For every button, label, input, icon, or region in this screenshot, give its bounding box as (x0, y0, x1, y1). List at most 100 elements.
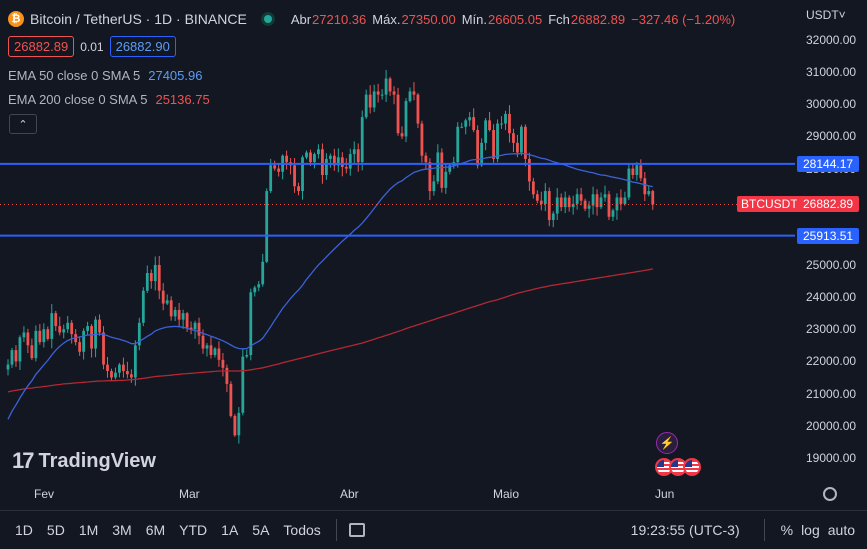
candle-body (189, 327, 193, 330)
candle-body (249, 292, 253, 355)
ohlc-close-label: Fch (548, 11, 570, 27)
price-chart[interactable] (0, 0, 867, 510)
candle-body (285, 155, 288, 163)
candle-body (352, 149, 356, 155)
indicator-ema200[interactable]: EMA 200 close 0 SMA 5 25136.75 (8, 92, 210, 107)
candle-body (464, 120, 468, 127)
gear-icon[interactable] (823, 487, 837, 501)
candle-body (141, 290, 145, 323)
range-5a[interactable]: 5A (252, 522, 270, 538)
percent-toggle[interactable]: % (780, 522, 794, 538)
candle-body (472, 117, 476, 130)
candle-body (619, 197, 623, 204)
candle-body (181, 313, 185, 320)
ohlc-open-label: Abr (290, 11, 312, 27)
candle-body (106, 364, 109, 372)
candle-body (253, 287, 257, 293)
candle-body (102, 332, 105, 365)
candle-body (500, 123, 503, 125)
candle-body (344, 166, 348, 169)
buy-price-button[interactable]: 26882.90 (109, 36, 176, 57)
candle-body (408, 91, 412, 102)
candle-body (42, 329, 46, 343)
range-1d[interactable]: 1D (15, 522, 33, 538)
range-ytd[interactable]: YTD (179, 522, 208, 538)
range-1a[interactable]: 1A (221, 522, 239, 538)
candle-body (595, 194, 599, 208)
range-6m[interactable]: 6M (145, 522, 166, 538)
candle-body (368, 94, 372, 108)
candle-body (623, 197, 627, 204)
range-all[interactable]: Todos (283, 522, 321, 538)
collapse-indicators-button[interactable]: ⌃ (9, 114, 37, 134)
candle-body (555, 197, 559, 214)
indicator-ema50[interactable]: EMA 50 close 0 SMA 5 27405.96 (8, 68, 202, 83)
candle-body (360, 117, 364, 163)
candle-body (579, 194, 583, 201)
sell-price-button[interactable]: 26882.89 (8, 36, 75, 57)
y-axis-label: 32000.00 (806, 33, 857, 47)
candle-body (388, 78, 392, 92)
clock[interactable]: 19:23:55 (UTC-3) (630, 522, 740, 538)
y-axis-label: 24000.00 (806, 290, 857, 305)
candle-body (133, 345, 137, 378)
lightning-icon[interactable]: ⚡ (656, 432, 678, 454)
candle-body (30, 345, 34, 359)
candle-body (261, 261, 265, 285)
candle-body (559, 197, 563, 208)
candle-body (356, 149, 360, 163)
candle-body (591, 194, 595, 206)
candle-body (611, 210, 615, 217)
x-axis-label: Maio (493, 487, 520, 501)
symbol-title[interactable]: Bitcoin / TetherUS · 1D · BINANCE (30, 11, 247, 27)
candle-body (54, 313, 58, 327)
bottom-toolbar: 1D 5D 1M 3M 6M YTD 1A 5A Todos 19:23:55 … (0, 510, 867, 549)
candle-body (86, 326, 89, 331)
candle-body (265, 191, 269, 262)
candle-body (18, 337, 22, 362)
candle-body (460, 126, 464, 128)
candle-body (607, 194, 611, 217)
y-axis-label: 22000.00 (806, 354, 857, 369)
indicator-ema200-value: 25136.75 (155, 92, 210, 107)
y-axis-label: 19000.00 (806, 450, 857, 465)
x-axis-label: Abr (340, 487, 359, 501)
candle-body (225, 367, 229, 384)
candle-body (416, 94, 420, 124)
currency-selector[interactable]: USDT˅ (806, 8, 846, 22)
candle-body (46, 329, 50, 339)
auto-toggle[interactable]: auto (827, 522, 855, 538)
candle-body (305, 152, 308, 158)
us-flag-icon[interactable] (683, 458, 701, 476)
candle-body (372, 91, 376, 108)
candle-body (78, 342, 82, 352)
tradingview-mark-icon: 17 (12, 448, 35, 473)
candle-body (233, 416, 237, 436)
candle-body (627, 168, 631, 198)
candle-body (217, 348, 221, 360)
tradingview-wordmark: TradingView (38, 449, 156, 472)
candle-body (516, 142, 519, 153)
ohlc-high-label: Máx. (372, 11, 401, 27)
candle-body (424, 155, 428, 163)
range-3m[interactable]: 3M (112, 522, 132, 538)
candle-body (531, 181, 535, 195)
candle-body (599, 197, 603, 208)
candle-body (26, 332, 30, 346)
economic-events[interactable] (655, 458, 701, 476)
range-5d[interactable]: 5D (46, 522, 65, 538)
candle-body (484, 120, 487, 143)
calendar-icon[interactable] (348, 523, 365, 537)
candle-body (468, 117, 472, 121)
candle-body (137, 322, 141, 346)
candle-body (325, 158, 328, 175)
candle-body (340, 157, 344, 167)
range-1m[interactable]: 1M (78, 522, 99, 538)
resistance-price-tag: 28144.17 (797, 155, 860, 172)
candle-body (496, 123, 499, 159)
log-toggle[interactable]: log (801, 522, 820, 538)
candle-body (412, 91, 416, 95)
y-axis-label: 23000.00 (806, 322, 857, 337)
ema200-line (7, 268, 653, 393)
ohlc-open-value: 27210.36 (312, 11, 367, 27)
